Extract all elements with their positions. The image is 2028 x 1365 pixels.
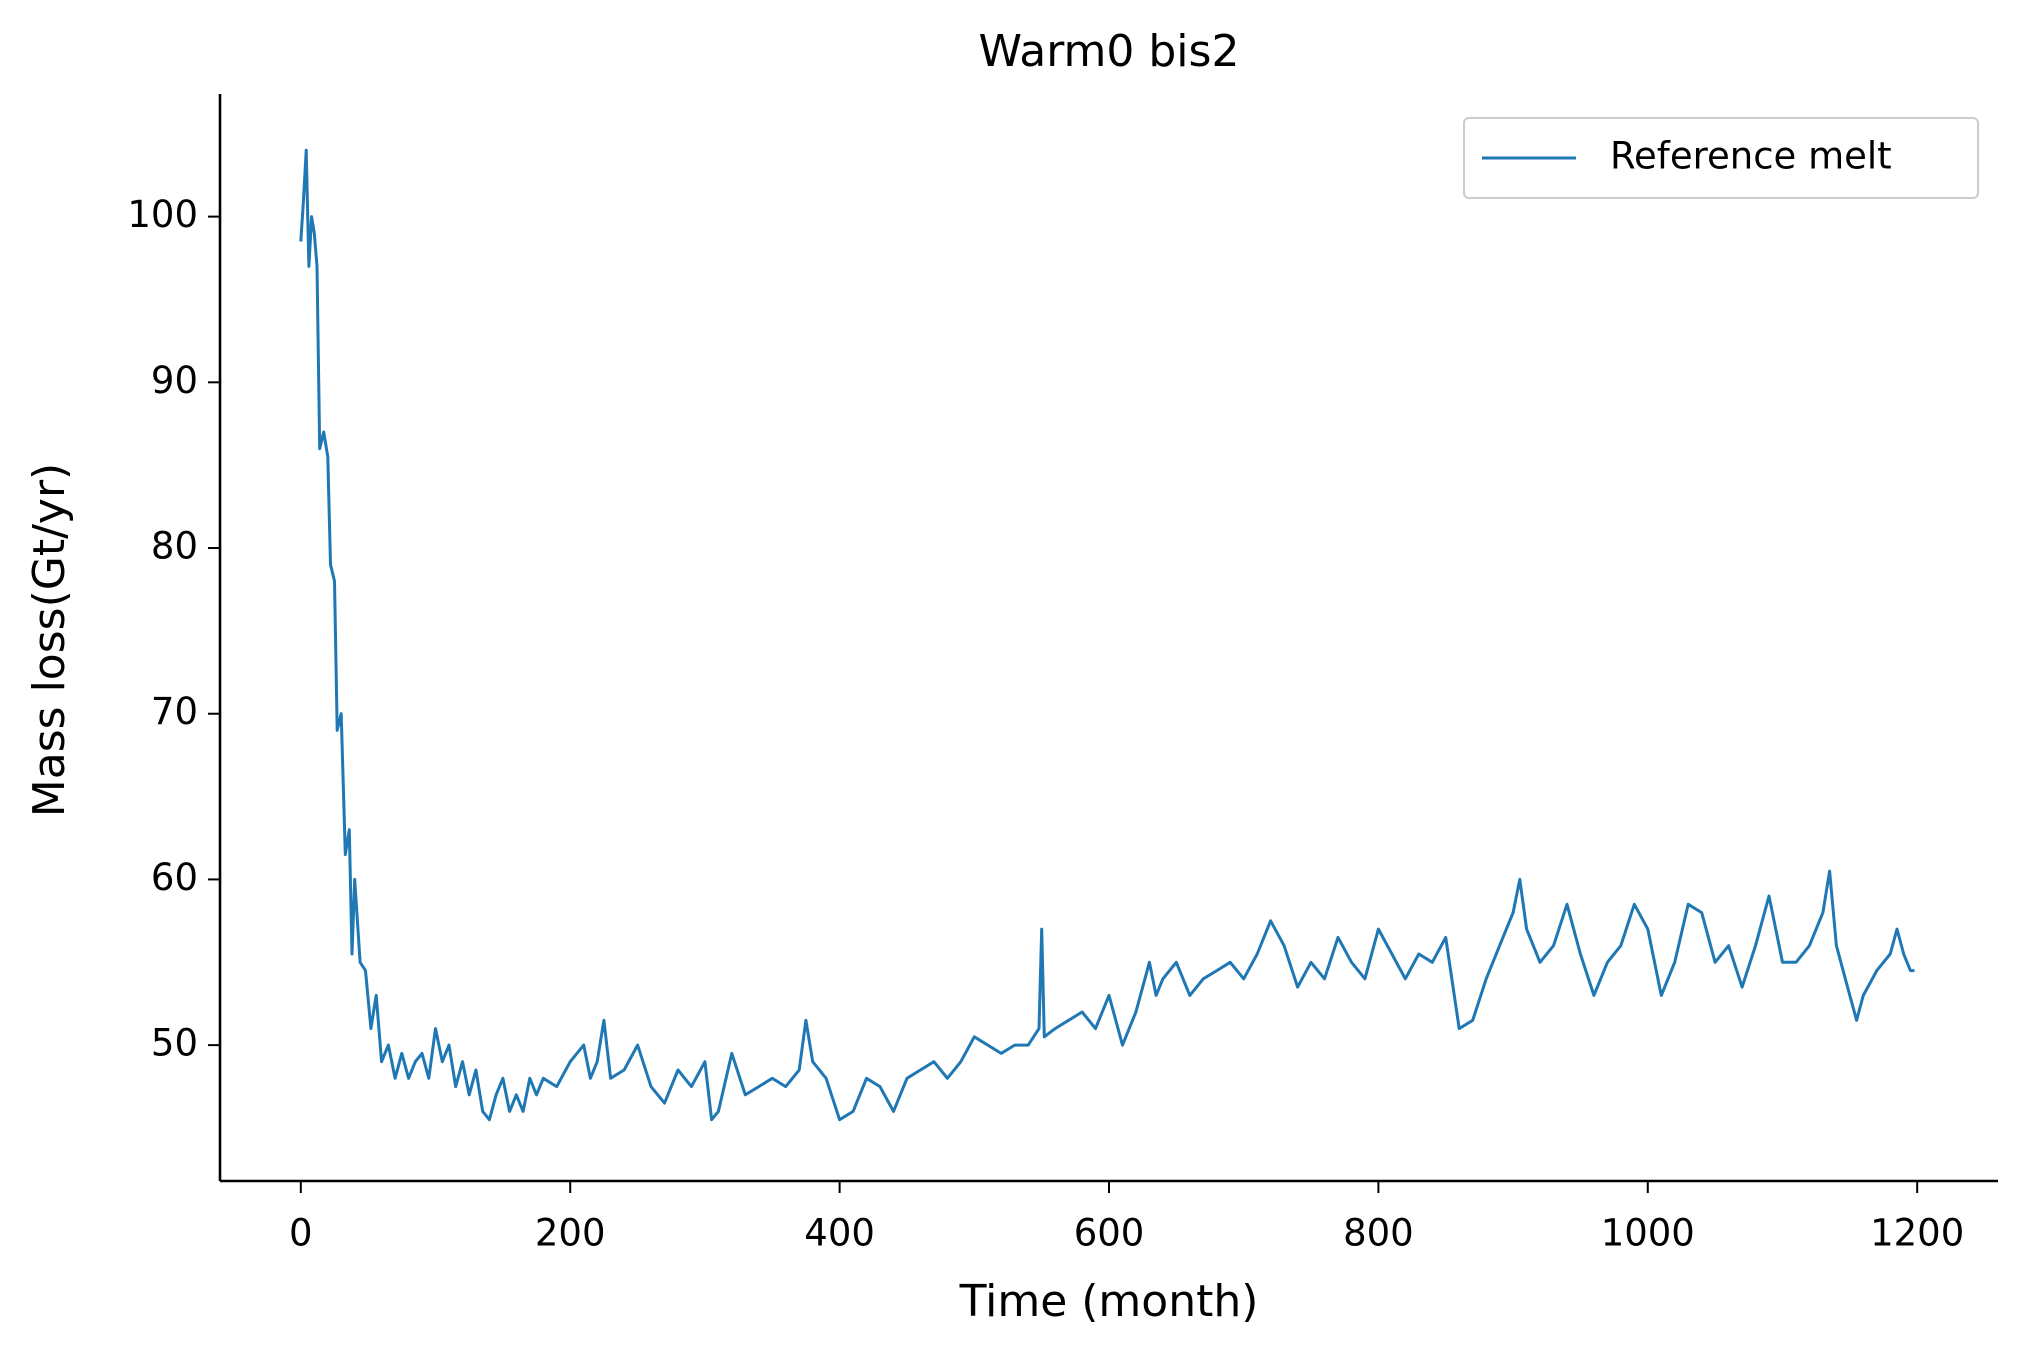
y-tick-label: 80: [151, 525, 198, 568]
y-tick-label: 90: [151, 359, 198, 402]
x-tick-label: 600: [1074, 1212, 1145, 1255]
line-series: [299, 148, 1915, 1122]
x-tick-label: 0: [289, 1212, 313, 1255]
y-tick-label: 100: [127, 193, 198, 236]
y-tick-label: 50: [151, 1022, 198, 1065]
y-tick-label: 60: [151, 856, 198, 899]
legend-box: [1463, 117, 1979, 199]
legend: Reference melt: [1463, 117, 1979, 199]
x-tick-label: 1000: [1601, 1212, 1695, 1255]
x-tick-label: 800: [1343, 1212, 1414, 1255]
x-tick-label: 400: [804, 1212, 875, 1255]
y-axis-label: Mass loss(Gt/yr): [24, 463, 75, 817]
chart-title: Warm0 bis2: [979, 26, 1240, 77]
legend-label: Reference melt: [1610, 135, 1892, 178]
y-tick-label: 70: [151, 690, 198, 733]
x-axis-label: Time (month): [959, 1276, 1259, 1327]
x-tick-label: 1200: [1870, 1212, 1964, 1255]
x-tick-label: 200: [535, 1212, 606, 1255]
